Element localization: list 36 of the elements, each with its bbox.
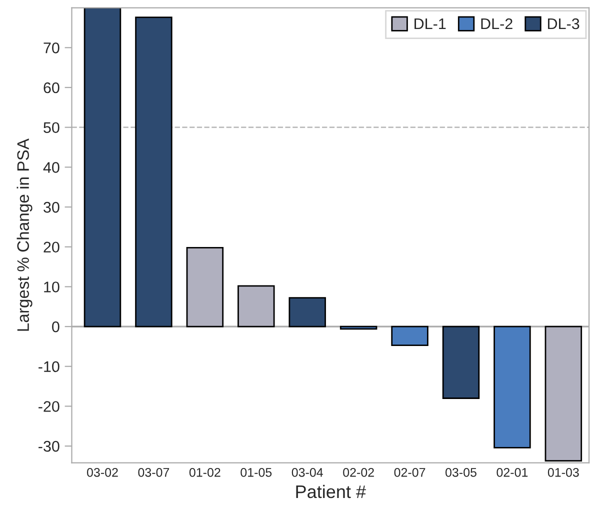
y-tick-label: -20	[38, 401, 60, 412]
bar	[238, 285, 275, 328]
x-tick-label: 02-02	[343, 468, 374, 477]
x-tick-label: 01-03	[548, 468, 579, 477]
x-tick-label: 02-07	[394, 468, 426, 477]
y-tick-label: 30	[44, 202, 60, 213]
bar	[135, 16, 172, 328]
legend-label: DL-1	[414, 18, 446, 30]
x-tick-label: 03-07	[138, 468, 170, 477]
y-tick-label: 10	[44, 282, 60, 292]
x-tick-label: 01-02	[189, 468, 220, 477]
x-axis-title: Patient #	[296, 484, 366, 498]
x-tick-label: 03-02	[86, 468, 118, 477]
bar	[340, 326, 378, 330]
legend-label: DL-3	[548, 18, 580, 30]
bar	[494, 326, 531, 448]
legend-label: DL-2	[481, 18, 512, 30]
bar	[544, 326, 582, 462]
x-tick-label: 01-05	[240, 468, 272, 477]
y-axis-title: Largest % Change in PSA	[16, 138, 32, 331]
bar	[84, 8, 122, 328]
bar	[288, 297, 326, 328]
bar	[186, 246, 224, 328]
bar	[391, 326, 428, 346]
y-tick-label: 60	[44, 82, 60, 94]
x-tick-label: 03-05	[446, 468, 476, 477]
y-tick-label: 50	[44, 122, 60, 134]
y-tick-label: 20	[44, 242, 60, 253]
y-tick-label: -10	[38, 361, 60, 372]
y-tick-label: 0	[52, 321, 60, 332]
bar	[442, 326, 480, 399]
y-tick-label: 70	[44, 42, 60, 54]
y-tick-label: 40	[43, 162, 60, 173]
x-tick-label: 03-04	[292, 468, 323, 477]
x-tick-label: 02-01	[496, 468, 528, 477]
y-tick-label: -30	[38, 440, 60, 452]
